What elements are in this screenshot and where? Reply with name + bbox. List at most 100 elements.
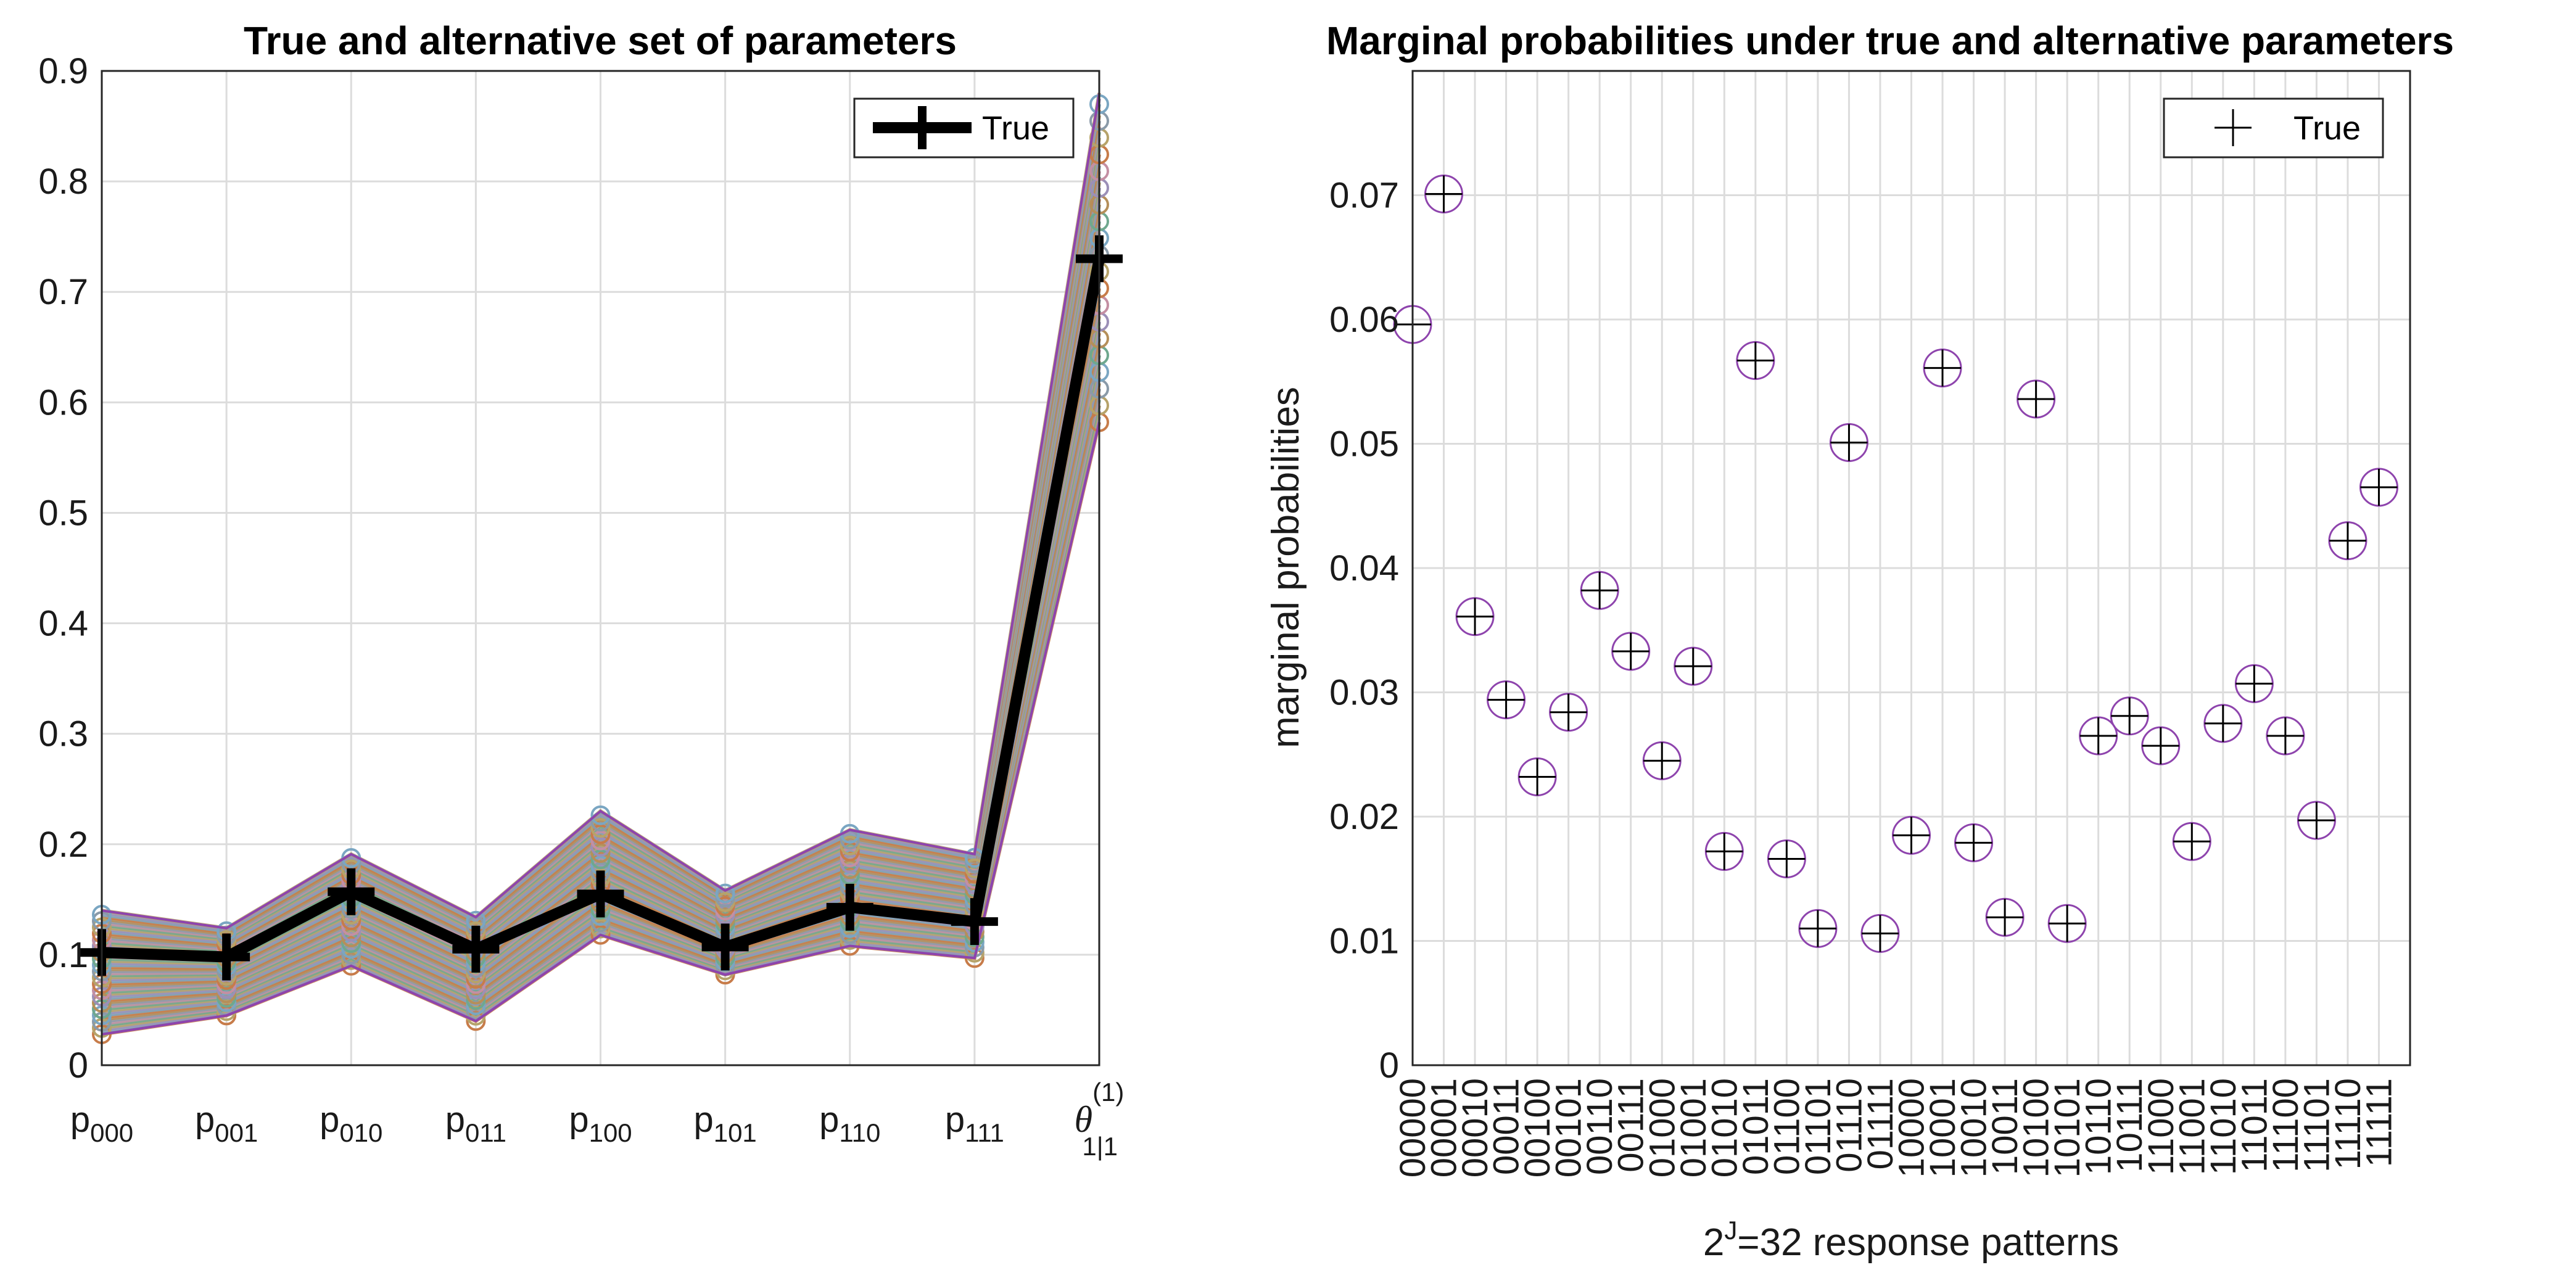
true-series-point xyxy=(951,898,998,946)
left-x-tick-label: p110 xyxy=(819,1100,880,1147)
right-chart: Marginal probabilities under true and al… xyxy=(1265,19,2454,1264)
true-series-point xyxy=(203,933,250,981)
alternative-marker xyxy=(466,1011,486,1031)
true-marker xyxy=(2266,717,2304,755)
alternative-marker xyxy=(590,925,611,945)
right-x-tick-label: 01101 xyxy=(1798,1078,1838,1175)
true-marker xyxy=(2235,665,2273,703)
true-marker xyxy=(2111,697,2149,735)
alternative-marker xyxy=(466,995,486,1015)
right-x-tick-label: 01001 xyxy=(1674,1078,1714,1177)
right-x-tick-label: 11001 xyxy=(2172,1078,2212,1175)
right-legend-label: True xyxy=(2293,110,2361,147)
true-marker xyxy=(2142,727,2179,765)
alternative-marker xyxy=(590,918,611,939)
right-x-tick-label: 10111 xyxy=(2110,1078,2150,1173)
true-marker xyxy=(1924,349,1962,387)
true-series-point xyxy=(701,923,749,971)
right-x-tick-label: 01011 xyxy=(1736,1078,1776,1175)
right-x-tick-labels: 0000000001000100001100100001010011000111… xyxy=(1393,1078,2399,1177)
alternative-marker xyxy=(590,824,611,844)
right-x-tick-label: 11011 xyxy=(2234,1078,2274,1173)
right-x-tick-label: 00010 xyxy=(1455,1078,1495,1177)
right-x-tick-label: 01000 xyxy=(1642,1078,1682,1177)
left-y-tick-label: 0.9 xyxy=(38,51,88,91)
right-x-tick-label: 00101 xyxy=(1549,1078,1589,1177)
true-marker xyxy=(1487,681,1525,719)
right-y-axis-label: marginal probabilities xyxy=(1265,387,1307,748)
right-x-tick-label: 10101 xyxy=(2047,1078,2087,1177)
true-marker xyxy=(2204,704,2242,742)
right-y-tick-label: 0.07 xyxy=(1329,176,1399,216)
left-legend: True xyxy=(853,97,1075,159)
true-marker xyxy=(1768,840,1806,878)
true-series-point xyxy=(452,925,500,973)
true-marker xyxy=(1456,598,1494,635)
true-marker xyxy=(1519,758,1556,796)
true-marker xyxy=(2329,522,2366,559)
alternative-marker xyxy=(466,984,486,1005)
alternative-marker xyxy=(590,818,611,838)
right-x-tick-label: 11111 xyxy=(2359,1078,2399,1167)
true-marker xyxy=(2360,469,2398,506)
right-legend-box xyxy=(2163,97,2384,159)
right-y-tick-label: 0.03 xyxy=(1329,673,1399,713)
right-x-tick-label: 01110 xyxy=(1829,1078,1869,1173)
left-y-tick-label: 0.5 xyxy=(38,493,88,533)
marginal-probability-points xyxy=(1393,174,2398,953)
right-x-tick-label: 10010 xyxy=(1954,1078,1994,1177)
right-y-tick-label: 0.05 xyxy=(1329,424,1399,464)
true-marker xyxy=(1706,833,1743,870)
right-axes-frame xyxy=(1411,70,2411,1066)
alternative-marker xyxy=(590,830,611,851)
right-x-tick-label: 00001 xyxy=(1424,1078,1464,1177)
true-marker xyxy=(1425,175,1463,213)
left-x-tick-label: p010 xyxy=(320,1100,382,1147)
right-x-tick-label: 00111 xyxy=(1611,1078,1651,1173)
right-y-tick-label: 0 xyxy=(1379,1045,1399,1086)
left-y-tick-label: 0.3 xyxy=(38,714,88,754)
right-x-tick-label: 11110 xyxy=(2328,1078,2368,1169)
true-series-point xyxy=(328,868,375,915)
true-marker xyxy=(2079,717,2117,755)
left-y-tick-label: 0.8 xyxy=(38,162,88,202)
left-x-tick-labels: p000 p001 p010 p011 p100 p101 p110 p111 θ(1) 1|1 xyxy=(70,1078,1125,1161)
left-y-tick-label: 0.4 xyxy=(38,604,88,644)
true-marker xyxy=(2173,823,2211,860)
right-x-tick-label: 00000 xyxy=(1393,1078,1433,1177)
x-label-rest: =32 response patterns xyxy=(1737,1221,2119,1264)
true-marker xyxy=(2017,380,2055,418)
right-x-tick-label: 11101 xyxy=(2297,1078,2337,1173)
left-legend-label: True xyxy=(982,110,1049,147)
right-chart-title: Marginal probabilities under true and al… xyxy=(1326,19,2454,63)
true-marker xyxy=(1550,693,1587,731)
right-y-tick-label: 0.01 xyxy=(1329,921,1399,962)
true-marker xyxy=(1674,648,1712,685)
alternative-edge-line xyxy=(101,93,1100,930)
right-x-tick-label: 10100 xyxy=(2017,1078,2057,1177)
left-axes-frame xyxy=(101,70,1100,1066)
alternative-marker xyxy=(840,835,860,855)
true-marker xyxy=(1830,424,1868,461)
left-x-tick-label: p011 xyxy=(445,1100,506,1147)
true-marker xyxy=(2049,905,2086,942)
right-y-tick-label: 0.04 xyxy=(1329,548,1399,588)
left-x-tick-label: p001 xyxy=(195,1100,258,1147)
right-x-tick-label: 10011 xyxy=(1985,1078,2025,1175)
right-x-tick-label: 01010 xyxy=(1704,1078,1744,1177)
true-marker xyxy=(1799,910,1836,947)
true-series-point xyxy=(826,883,873,931)
left-y-tick-label: 0.1 xyxy=(38,935,88,975)
right-x-tick-label: 01111 xyxy=(1860,1078,1901,1169)
true-marker xyxy=(1893,817,1930,854)
left-chart-title: True and alternative set of parameters xyxy=(244,19,957,63)
x-label-base: 2 xyxy=(1703,1221,1724,1264)
true-marker xyxy=(1986,899,2024,936)
alternative-marker xyxy=(590,812,611,832)
right-x-tick-label: 11010 xyxy=(2203,1078,2244,1175)
alternative-marker xyxy=(466,1000,486,1021)
alternative-marker xyxy=(590,849,611,870)
left-chart: True and alternative set of parameters 0… xyxy=(38,19,1124,1161)
true-marker xyxy=(1736,342,1774,379)
alternative-marker xyxy=(590,836,611,857)
